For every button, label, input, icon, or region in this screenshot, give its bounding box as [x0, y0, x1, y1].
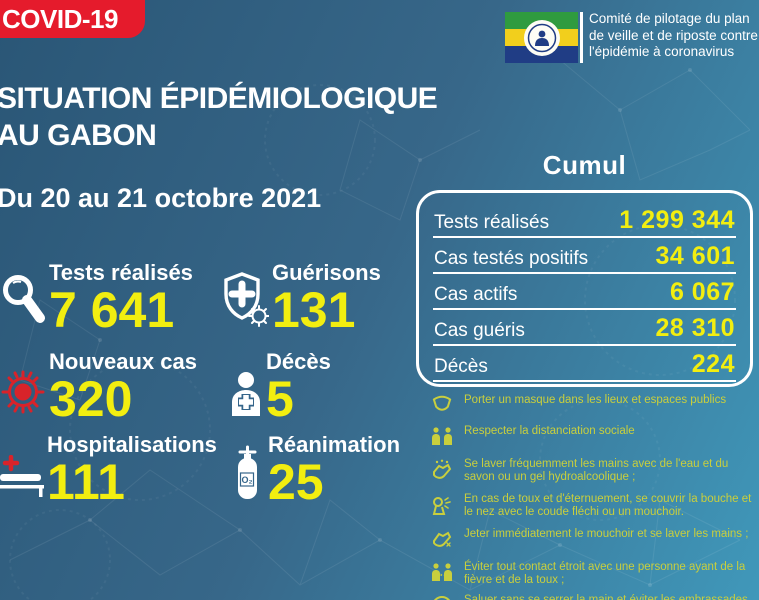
shield-cross-virus-icon	[222, 271, 270, 332]
stat-value: 7 641	[49, 282, 175, 338]
stat-guerisons: Guérisons 131	[222, 261, 381, 335]
stat-label: Décès	[266, 349, 331, 374]
table-row: Décès 224	[433, 346, 736, 382]
row-value: 224	[691, 350, 735, 378]
committee-name-line2: de veille et de riposte contre	[589, 27, 758, 43]
stat-deces: Décès 5	[229, 350, 331, 424]
covid19-banner-label: COVID-19	[2, 3, 118, 34]
list-item: Porter un masque dans les lieux et espac…	[431, 394, 753, 418]
row-label: Tests réalisés	[434, 212, 550, 233]
stat-value: 111	[47, 454, 125, 510]
stat-nouveaux-cas: Nouveaux cas 320	[0, 350, 197, 424]
covid19-banner: COVID-19	[0, 0, 145, 38]
magnifier-icon	[0, 273, 46, 332]
stat-label: Nouveaux cas	[49, 349, 197, 374]
list-item: Jeter immédiatement le mouchoir et se la…	[431, 528, 753, 554]
no-handshake-icon	[431, 595, 453, 600]
table-row: Tests réalisés 1 299 344	[433, 202, 736, 238]
row-label: Cas actifs	[434, 284, 518, 305]
stat-hospitalisations: Hospitalisations 111	[0, 433, 217, 507]
table-row: Cas actifs 6 067	[433, 274, 736, 310]
row-value: 1 299 344	[619, 206, 735, 234]
row-label: Cas guéris	[434, 320, 525, 341]
page-title: SITUATION ÉPIDÉMIOLOGIQUE AU GABON	[0, 80, 438, 154]
list-item: Saluer sans se serrer la main et éviter …	[431, 594, 753, 600]
throw-tissue-icon	[431, 529, 453, 554]
stat-value: 25	[268, 454, 324, 510]
committee-name: Comité de pilotage du plan de veille et …	[589, 11, 758, 61]
stat-label: Hospitalisations	[47, 432, 217, 457]
header-separator-bar	[580, 12, 583, 63]
table-row: Cas guéris 28 310	[433, 310, 736, 346]
hand-wash-icon	[431, 459, 453, 486]
social-distancing-icon	[431, 426, 453, 451]
person-cross-icon	[229, 372, 263, 421]
gabon-emblem-icon	[523, 19, 560, 56]
row-value: 6 067	[669, 278, 735, 306]
list-item: Éviter tout contact étroit avec une pers…	[431, 561, 753, 587]
hospital-bed-icon	[0, 454, 44, 504]
prevention-measures-list: Porter un masque dans les lieux et espac…	[431, 394, 753, 600]
mask-icon	[431, 395, 453, 418]
page-title-line2: AU GABON	[0, 119, 157, 152]
stat-label: Réanimation	[268, 432, 401, 457]
page-title-line1: SITUATION ÉPIDÉMIOLOGIQUE	[0, 82, 438, 115]
committee-name-line1: Comité de pilotage du plan	[589, 11, 750, 26]
row-label: Décès	[434, 356, 488, 377]
stat-tests-realises: Tests réalisés 7 641	[0, 261, 193, 335]
stat-label: Guérisons	[272, 260, 381, 285]
oxygen-tank-label: O₂	[242, 475, 253, 485]
measure-text: Éviter tout contact étroit avec une pers…	[464, 561, 746, 586]
measure-text: Se laver fréquemment les mains avec de l…	[464, 458, 729, 483]
table-row: Cas testés positifs 34 601	[433, 238, 736, 274]
row-label: Cas testés positifs	[434, 248, 589, 269]
reporting-period: Du 20 au 21 octobre 2021	[0, 183, 322, 213]
list-item: Se laver fréquemment les mains avec de l…	[431, 458, 753, 486]
measure-text: Jeter immédiatement le mouchoir et se la…	[464, 528, 749, 540]
stat-value: 5	[266, 371, 294, 427]
cough-elbow-icon	[431, 494, 453, 521]
oxygen-tank-icon: O₂	[236, 445, 259, 504]
row-value: 34 601	[655, 242, 735, 270]
list-item: En cas de toux et d'éternuement, se couv…	[431, 493, 753, 521]
measure-text: En cas de toux et d'éternuement, se couv…	[464, 493, 752, 518]
virus-icon	[0, 368, 46, 421]
stat-value: 131	[272, 282, 356, 338]
gabon-flag-logo	[505, 12, 578, 63]
cumul-title: Cumul	[542, 150, 627, 180]
list-item: Respecter la distanciation sociale	[431, 425, 753, 451]
committee-name-line3: l'épidémie à coronavirus	[589, 44, 735, 59]
measure-text: Saluer sans se serrer la main et éviter …	[464, 594, 748, 600]
measure-text: Porter un masque dans les lieux et espac…	[464, 394, 727, 406]
stat-reanimation: O₂ Réanimation 25	[236, 433, 400, 507]
avoid-contact-icon	[431, 562, 453, 587]
row-value: 28 310	[655, 314, 735, 342]
measure-text: Respecter la distanciation sociale	[464, 425, 635, 437]
stat-label: Tests réalisés	[49, 260, 193, 285]
cumul-table: Tests réalisés 1 299 344 Cas testés posi…	[416, 190, 753, 387]
stat-value: 320	[49, 371, 133, 427]
